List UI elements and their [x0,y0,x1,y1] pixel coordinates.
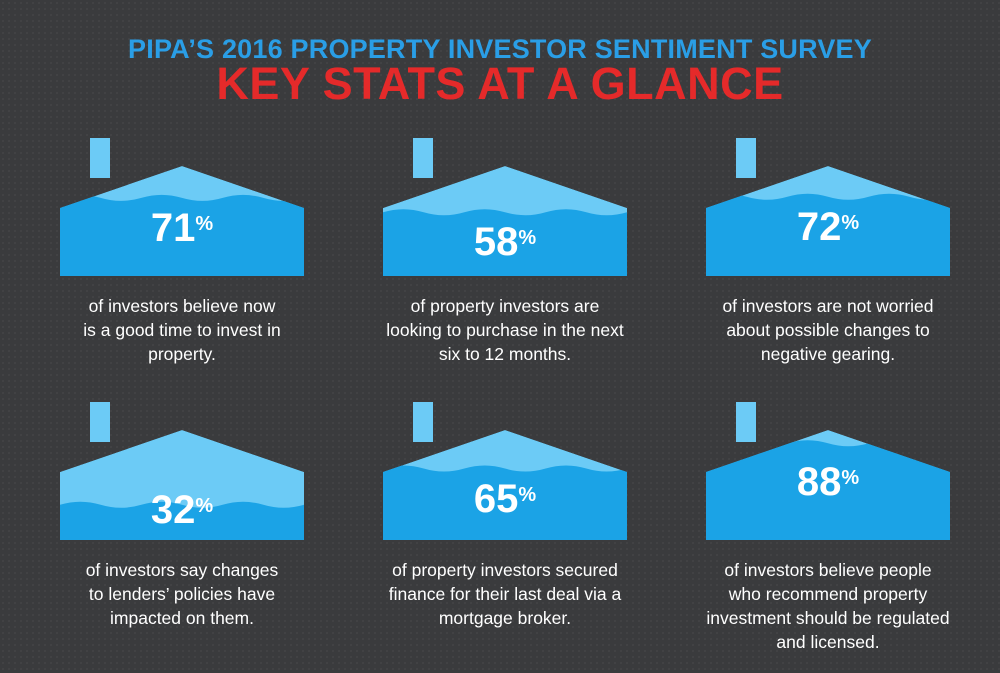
caption-line: of investors believe now [88,296,276,316]
house-water-fill [60,501,304,540]
caption-line: of property investors are [410,296,600,316]
house-water-fill [706,193,950,276]
caption-line: of investors believe people [724,560,932,580]
chimney [90,138,110,178]
caption-line: and licensed. [776,632,880,652]
stat-percentage: 71% [150,205,214,250]
stat-caption: of investors are not worried about possib… [686,294,970,366]
house-shape [60,138,304,276]
stat-caption: of investors say changes to lenders’ poli… [40,558,324,630]
house-shape [706,402,950,540]
house-shape [706,138,950,276]
stat-caption: of investors believe people who recommend… [686,558,970,654]
caption-line: looking to purchase in the next [386,320,624,340]
stat-percentage: 88% [796,460,860,504]
caption-line: property. [148,344,216,364]
house-icon [706,402,950,562]
house-water-fill [383,465,627,540]
house-icon [60,402,304,562]
stat-caption: of investors believe now is a good time t… [40,294,324,366]
caption-line: investment should be regulated [706,608,950,628]
house-icon [383,138,627,298]
stat-percentage: 65% [473,476,537,521]
caption-line: of property investors secured [392,560,618,580]
house-shape [60,402,304,540]
house-icon [383,402,627,562]
house-shape [383,138,627,276]
house-water-fill [706,440,950,540]
house-water-fill [60,194,304,276]
caption-line: impacted on them. [110,608,254,628]
caption-line: negative gearing. [760,344,896,364]
chimney [413,402,433,442]
chimney [413,138,433,178]
stat-caption: of property investors are looking to purc… [363,294,647,366]
chimney [90,402,110,442]
house-icon [60,138,304,298]
caption-line: to lenders’ policies have [88,584,276,604]
stat-percentage: 58% [473,220,537,265]
caption-line: of investors are not worried [722,296,934,316]
stat-caption: of property investors secured finance for… [363,558,647,630]
chimney [736,138,756,178]
stat-percentage: 72% [796,204,860,249]
caption-line: who recommend property [728,584,928,604]
caption-line: mortgage broker. [438,608,572,628]
caption-line: finance for their last deal via a [388,584,622,604]
survey-subtitle: PIPA’S 2016 PROPERTY INVESTOR SENTIMENT … [128,34,872,64]
house-icon [706,138,950,298]
caption-line: six to 12 months. [438,344,572,364]
page-title: KEY STATS AT A GLANCE [216,58,784,109]
caption-line: about possible changes to [726,320,930,340]
house-water-fill [383,209,627,276]
caption-line: of investors say changes [85,560,279,580]
house-shape [383,402,627,540]
stat-percentage: 32% [150,488,214,532]
chimney [736,402,756,442]
caption-line: is a good time to invest in [83,320,281,340]
